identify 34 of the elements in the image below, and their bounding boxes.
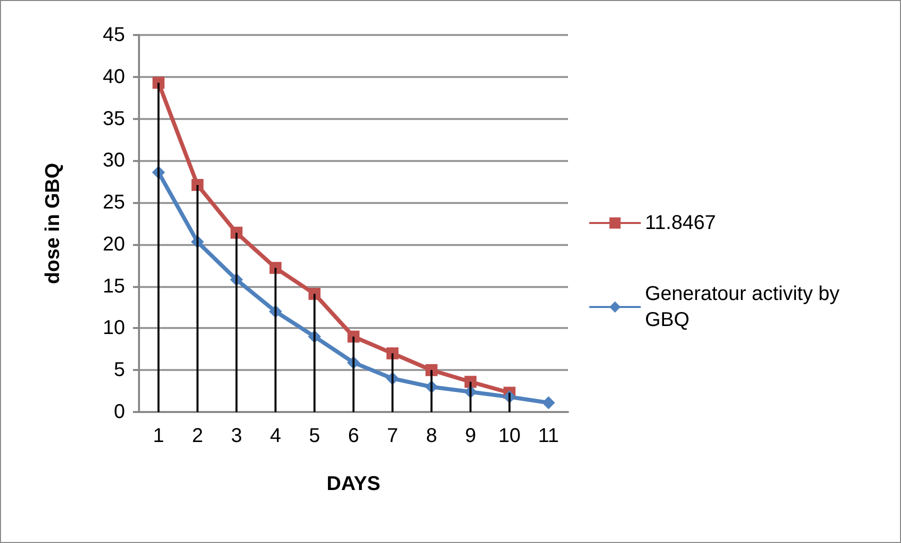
x-tick-label: 3 (230, 425, 242, 447)
point (308, 288, 320, 300)
point (542, 396, 555, 410)
y-tick-label: 20 (102, 233, 125, 256)
legend-label: 11.8467 (645, 212, 716, 234)
x-tick-label: 9 (464, 425, 476, 447)
x-tick-label: 11 (538, 425, 559, 447)
y-tick-label: 35 (102, 108, 125, 130)
x-tick-label: 8 (426, 425, 438, 447)
point (192, 178, 204, 191)
y-tick-label: 10 (102, 317, 125, 340)
y-axis-title: dose in GBQ (42, 162, 64, 284)
x-tick-label: 10 (498, 425, 521, 447)
x-tick-label: 6 (348, 425, 360, 447)
x-tick-label: 1 (152, 425, 164, 447)
legend-label: Generatour activity by GBQ (645, 283, 846, 331)
y-tick-label: 5 (114, 359, 125, 382)
x-tick-label: 4 (270, 425, 282, 447)
x-tick-label: 7 (386, 425, 398, 447)
x-tick-label: 5 (308, 425, 320, 447)
point (386, 347, 398, 360)
y-tick-label: 40 (102, 66, 125, 88)
y-tick-label: 45 (102, 24, 125, 46)
y-tick-label: 30 (102, 150, 125, 172)
y-tick-label: 15 (102, 275, 125, 298)
point (426, 364, 438, 376)
y-tick-label: 0 (114, 401, 125, 423)
point (270, 262, 282, 274)
point (230, 226, 242, 239)
x-tick-label: 2 (192, 425, 204, 447)
y-tick-label: 25 (102, 192, 125, 214)
point (348, 330, 360, 343)
point (152, 76, 164, 89)
x-axis-title: DAYS (326, 473, 380, 495)
